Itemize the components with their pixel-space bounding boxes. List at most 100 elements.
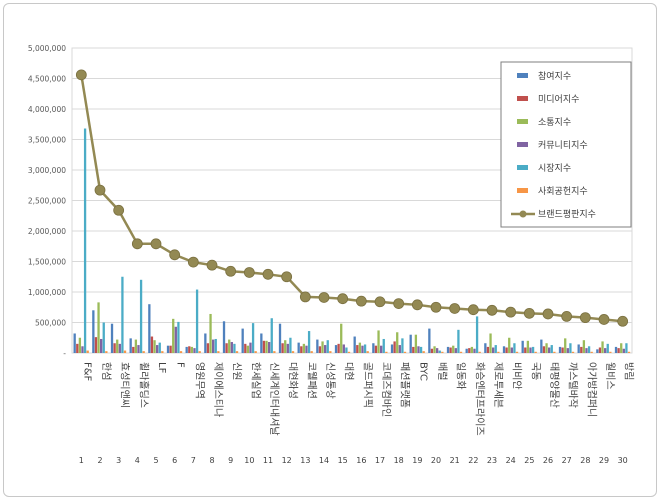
rank-label: 16 — [356, 456, 366, 465]
line-point-23 — [486, 304, 498, 316]
legend-line-marker — [519, 210, 527, 218]
bar-6-2 — [105, 351, 108, 353]
bar-6-22 — [478, 351, 481, 353]
category-label: 태평양물산 — [548, 362, 560, 408]
bar-6-5 — [161, 351, 164, 353]
bar-6-11 — [273, 351, 276, 353]
bar-5-4 — [139, 279, 143, 353]
bar-3-30 — [620, 343, 623, 353]
bar-6-12 — [291, 351, 295, 353]
bar-5-12 — [289, 337, 292, 353]
line-point-21 — [449, 303, 461, 314]
bar-5-21 — [457, 329, 460, 353]
line-point-20 — [430, 301, 442, 313]
bar-4-13 — [305, 345, 308, 353]
legend-label: 미디어지수 — [538, 94, 579, 105]
legend-label: 커뮤니티지수 — [538, 140, 588, 151]
line-point-25 — [523, 307, 535, 319]
legend-swatch-4 — [517, 142, 528, 147]
bar-3-1 — [78, 337, 82, 353]
category-label: 배럴 — [436, 362, 449, 380]
category-label: 골드퍼시픽 — [361, 362, 373, 408]
bar-3-14 — [321, 341, 324, 353]
bar-1-8 — [204, 333, 207, 353]
bar-3-5 — [153, 340, 156, 353]
rank-label: 7 — [191, 456, 196, 465]
rank-label: 26 — [543, 456, 553, 465]
bar-5-23 — [494, 345, 497, 353]
line-point-28 — [579, 312, 591, 324]
bar-6-15 — [347, 351, 351, 353]
bar-1-1 — [73, 333, 76, 353]
bar-3-10 — [246, 345, 250, 353]
bar-3-18 — [396, 332, 399, 353]
bar-1-14 — [316, 339, 319, 353]
bar-2-15 — [337, 343, 340, 353]
rank-label: 20 — [431, 456, 441, 465]
bar-5-28 — [587, 346, 591, 353]
bar-4-9 — [230, 342, 233, 353]
bar-3-19 — [414, 334, 418, 353]
rank-label: 6 — [172, 456, 177, 465]
line-point-14 — [318, 292, 330, 303]
legend-swatch-2 — [517, 96, 528, 101]
bar-5-29 — [606, 343, 609, 353]
y-tick-label: 3,500,000 — [28, 136, 66, 145]
bar-6-21 — [459, 351, 463, 353]
line-point-9 — [225, 265, 237, 277]
category-label: 한세실업 — [249, 362, 262, 399]
rank-label: 29 — [599, 456, 609, 465]
bar-6-7 — [198, 351, 201, 353]
y-tick-label: 4,000,000 — [28, 105, 66, 114]
bar-1-30 — [614, 346, 618, 353]
rank-label: 17 — [375, 456, 385, 465]
bar-6-25 — [534, 351, 537, 353]
bar-4-6 — [174, 326, 177, 353]
bar-2-19 — [412, 346, 415, 353]
y-tick-label: 3,000,000 — [28, 166, 66, 175]
bar-6-30 — [627, 351, 631, 353]
rank-label: 23 — [487, 456, 497, 465]
rank-label: 13 — [300, 456, 310, 465]
line-point-19 — [411, 299, 423, 311]
bar-2-27 — [561, 347, 564, 353]
y-tick-label: - — [63, 349, 66, 358]
bar-3-16 — [358, 342, 362, 353]
bar-5-22 — [475, 316, 479, 353]
bar-4-20 — [436, 348, 439, 353]
bar-4-16 — [361, 345, 364, 353]
bar-3-23 — [489, 333, 492, 353]
category-label: 일동화 — [455, 362, 467, 390]
bar-5-9 — [233, 343, 236, 353]
bar-2-25 — [524, 347, 527, 353]
bar-1-24 — [502, 346, 506, 353]
bar-4-11 — [268, 342, 271, 353]
bar-4-17 — [380, 345, 383, 353]
rank-label: 19 — [412, 456, 422, 465]
bar-1-26 — [540, 339, 543, 353]
bar-4-1 — [81, 346, 84, 353]
line-point-13 — [299, 291, 311, 303]
bar-1-27 — [558, 346, 562, 353]
bar-2-30 — [617, 348, 620, 353]
category-label: 신세계인터내셔날 — [268, 362, 280, 436]
bar-1-9 — [222, 321, 226, 353]
line-point-22 — [467, 304, 479, 316]
line-point-1 — [75, 69, 87, 81]
bar-1-16 — [353, 336, 356, 353]
bar-3-8 — [209, 313, 212, 353]
bar-2-12 — [281, 343, 284, 353]
bar-4-28 — [585, 348, 588, 353]
rank-label: 28 — [580, 456, 590, 465]
bar-4-4 — [137, 345, 140, 353]
line-point-30 — [617, 315, 629, 327]
bar-2-10 — [244, 343, 247, 353]
bar-5-10 — [251, 323, 255, 353]
bar-5-8 — [214, 338, 217, 353]
y-tick-label: 1,500,000 — [28, 258, 66, 267]
line-point-7 — [187, 256, 199, 268]
category-label: 국동 — [529, 362, 541, 380]
line-point-4 — [131, 238, 143, 250]
bar-3-3 — [116, 339, 119, 353]
bar-3-29 — [601, 341, 604, 353]
